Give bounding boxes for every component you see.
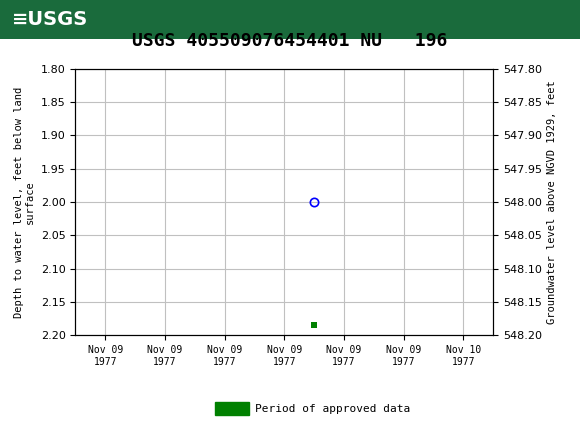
Text: USGS 405509076454401 NU   196: USGS 405509076454401 NU 196 <box>132 32 448 50</box>
Text: Period of approved data: Period of approved data <box>255 403 411 414</box>
Y-axis label: Groundwater level above NGVD 1929, feet: Groundwater level above NGVD 1929, feet <box>548 80 557 324</box>
Text: ≡USGS: ≡USGS <box>12 10 88 29</box>
Y-axis label: Depth to water level, feet below land
surface: Depth to water level, feet below land su… <box>14 86 35 318</box>
